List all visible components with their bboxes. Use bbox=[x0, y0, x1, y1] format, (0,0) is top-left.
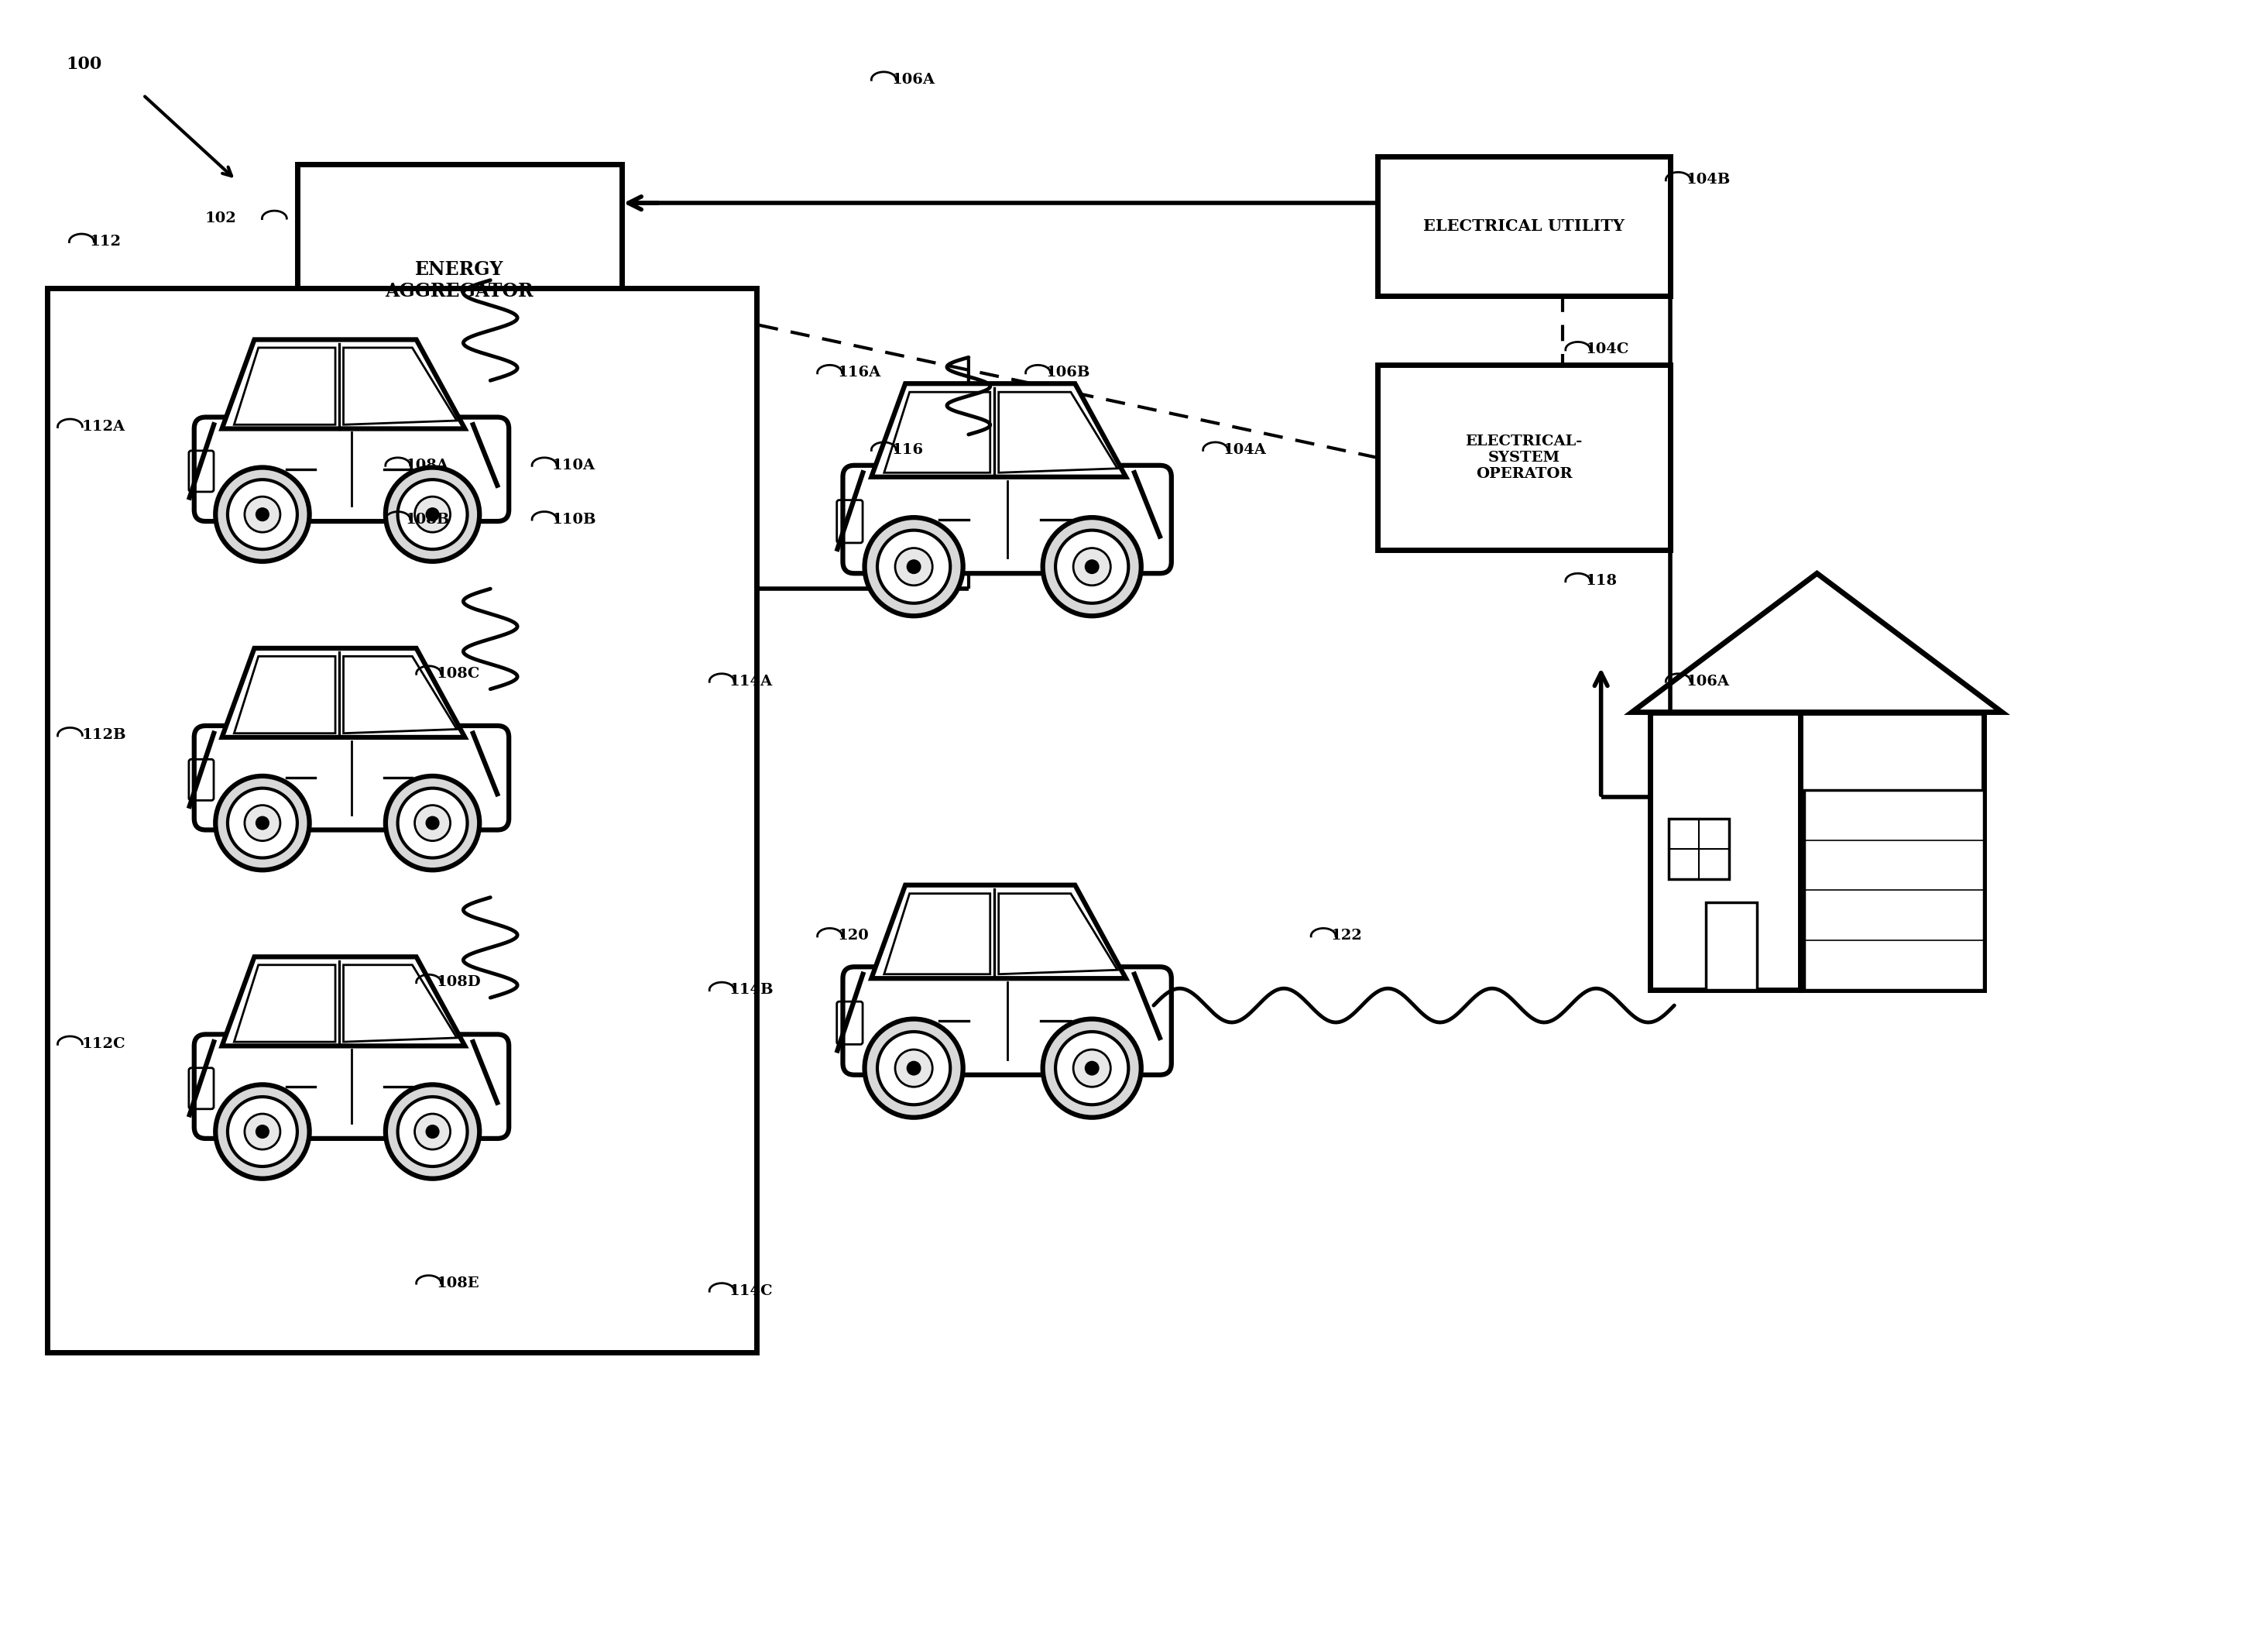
Circle shape bbox=[415, 1113, 451, 1149]
Circle shape bbox=[896, 547, 932, 585]
Text: 112A: 112A bbox=[82, 420, 125, 434]
FancyBboxPatch shape bbox=[844, 966, 1170, 1075]
Circle shape bbox=[386, 1085, 479, 1179]
Bar bbox=[1377, 364, 1672, 551]
FancyBboxPatch shape bbox=[844, 465, 1170, 574]
Text: 108C: 108C bbox=[435, 666, 481, 681]
Text: 116: 116 bbox=[891, 444, 923, 457]
Bar bbox=[1669, 818, 1728, 879]
Text: ENERGY
AGGREGATOR: ENERGY AGGREGATOR bbox=[386, 261, 533, 300]
Text: 110B: 110B bbox=[551, 513, 596, 526]
Text: 114C: 114C bbox=[730, 1285, 773, 1298]
Bar bbox=[1706, 902, 1758, 989]
Circle shape bbox=[386, 467, 479, 561]
Polygon shape bbox=[222, 648, 465, 737]
Text: 114A: 114A bbox=[730, 674, 773, 688]
Polygon shape bbox=[871, 886, 1125, 978]
Circle shape bbox=[1055, 531, 1129, 604]
Text: 104C: 104C bbox=[1585, 343, 1628, 356]
Text: ELECTRICAL UTILITY: ELECTRICAL UTILITY bbox=[1424, 218, 1624, 234]
Circle shape bbox=[215, 777, 308, 871]
Text: 104A: 104A bbox=[1222, 444, 1266, 457]
Bar bbox=[1377, 157, 1672, 295]
Bar bbox=[297, 165, 621, 396]
Text: 106B: 106B bbox=[1046, 366, 1091, 379]
Circle shape bbox=[256, 508, 270, 521]
Circle shape bbox=[426, 1125, 440, 1138]
Circle shape bbox=[397, 480, 467, 549]
Text: 108D: 108D bbox=[435, 975, 481, 989]
Text: 114B: 114B bbox=[730, 983, 773, 998]
Circle shape bbox=[415, 496, 451, 533]
Text: 122: 122 bbox=[1331, 928, 1363, 943]
Polygon shape bbox=[222, 956, 465, 1045]
Text: 110A: 110A bbox=[551, 458, 596, 472]
Circle shape bbox=[1073, 547, 1111, 585]
Circle shape bbox=[415, 805, 451, 841]
Circle shape bbox=[1084, 1062, 1098, 1075]
Bar bbox=[48, 289, 758, 1352]
Text: 106A: 106A bbox=[891, 73, 934, 87]
Text: 108A: 108A bbox=[406, 458, 449, 472]
Circle shape bbox=[426, 508, 440, 521]
Text: ELECTRICAL-
SYSTEM
OPERATOR: ELECTRICAL- SYSTEM OPERATOR bbox=[1465, 435, 1583, 482]
Circle shape bbox=[227, 788, 297, 857]
Circle shape bbox=[1084, 561, 1098, 574]
Polygon shape bbox=[222, 340, 465, 429]
Text: 108E: 108E bbox=[435, 1276, 479, 1290]
Circle shape bbox=[245, 1113, 281, 1149]
Text: 118: 118 bbox=[1585, 574, 1617, 589]
Circle shape bbox=[864, 518, 964, 617]
Circle shape bbox=[245, 805, 281, 841]
Text: 104B: 104B bbox=[1685, 173, 1730, 186]
Circle shape bbox=[907, 561, 921, 574]
Circle shape bbox=[426, 816, 440, 829]
FancyBboxPatch shape bbox=[195, 417, 508, 521]
Text: 100: 100 bbox=[66, 56, 102, 73]
Text: 112: 112 bbox=[88, 234, 120, 249]
FancyBboxPatch shape bbox=[195, 726, 508, 829]
Circle shape bbox=[397, 788, 467, 857]
Text: 108B: 108B bbox=[406, 513, 449, 526]
Text: 102: 102 bbox=[204, 211, 236, 226]
Circle shape bbox=[386, 777, 479, 871]
Circle shape bbox=[864, 1019, 964, 1118]
Circle shape bbox=[256, 816, 270, 829]
Circle shape bbox=[1043, 518, 1141, 617]
Circle shape bbox=[878, 531, 950, 604]
Polygon shape bbox=[871, 384, 1125, 477]
Text: 112B: 112B bbox=[82, 729, 127, 742]
Circle shape bbox=[215, 1085, 308, 1179]
Circle shape bbox=[245, 496, 281, 533]
Bar bbox=[1651, 712, 1984, 989]
Bar bbox=[1803, 790, 1984, 989]
Circle shape bbox=[1055, 1032, 1129, 1105]
Circle shape bbox=[227, 480, 297, 549]
Circle shape bbox=[907, 1062, 921, 1075]
Circle shape bbox=[227, 1097, 297, 1166]
Circle shape bbox=[878, 1032, 950, 1105]
Circle shape bbox=[215, 467, 308, 561]
Circle shape bbox=[1043, 1019, 1141, 1118]
FancyBboxPatch shape bbox=[195, 1034, 508, 1138]
Circle shape bbox=[256, 1125, 270, 1138]
Circle shape bbox=[1073, 1049, 1111, 1087]
Text: 112C: 112C bbox=[82, 1037, 125, 1050]
Circle shape bbox=[896, 1049, 932, 1087]
Text: 120: 120 bbox=[837, 928, 869, 943]
Circle shape bbox=[397, 1097, 467, 1166]
Text: 106A: 106A bbox=[1685, 674, 1728, 688]
Text: 116A: 116A bbox=[837, 366, 880, 379]
